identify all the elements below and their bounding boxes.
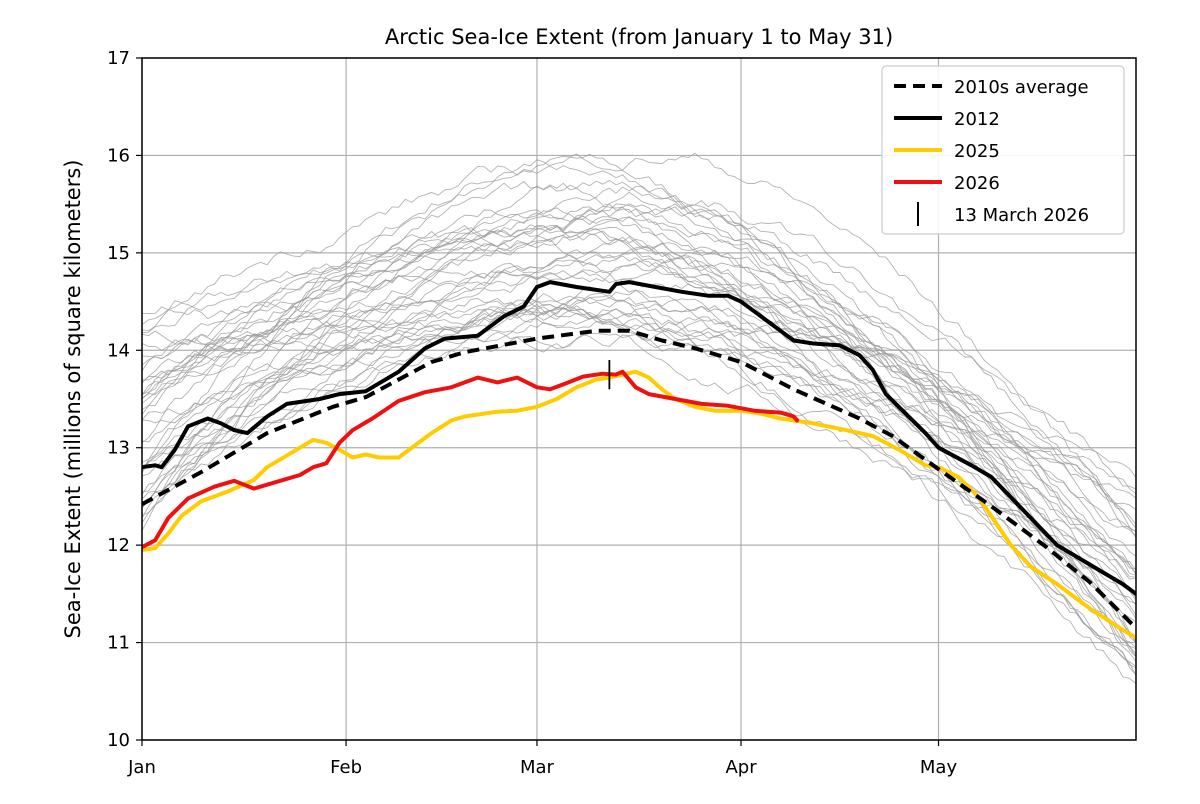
historical-year-line: [142, 238, 1136, 499]
y-tick-label: 16: [107, 145, 130, 166]
axes: 10 11 12 13 14 15 16 17 Jan Feb Mar Apr May: [107, 48, 957, 778]
historical-year-line: [142, 207, 1136, 601]
historical-year-line: [142, 244, 1136, 539]
y-tick-label: 14: [107, 340, 130, 361]
historical-year-line: [142, 290, 1136, 604]
series-line-2026: [142, 369, 799, 550]
historical-year-line: [142, 269, 1136, 504]
legend-label: 2012: [954, 109, 1000, 130]
y-tick-label: 17: [107, 48, 130, 69]
historical-year-line: [142, 332, 1136, 619]
historical-year-line: [142, 256, 1136, 655]
historical-year-line: [142, 215, 1136, 574]
historical-year-line: [142, 224, 1136, 557]
historical-year-line: [142, 180, 1136, 658]
series-line-2012: [142, 280, 1136, 596]
x-tick-label: Mar: [520, 757, 555, 778]
y-tick-label: 12: [107, 535, 130, 556]
legend-label: 2010s average: [954, 77, 1089, 98]
x-tick-label: Feb: [330, 757, 362, 778]
y-tick-label: 11: [107, 633, 130, 654]
legend: 2010s average 2012 2025 2026 13 March 2026: [881, 65, 1125, 235]
legend-box: [881, 65, 1125, 235]
historical-year-line: [142, 296, 1136, 570]
historical-year-line: [142, 315, 1136, 657]
y-tick-label: 15: [107, 243, 130, 264]
series-line-2010s-average: [142, 328, 1136, 630]
x-tick-label: Jan: [127, 757, 156, 778]
historical-year-line: [142, 242, 1136, 575]
historical-year-line: [142, 318, 1136, 580]
historical-year-line: [142, 327, 1136, 532]
historical-year-line: [142, 307, 1136, 578]
historical-year-line: [142, 217, 1136, 616]
x-tick-label: Apr: [725, 757, 757, 778]
historical-year-line: [142, 203, 1136, 576]
legend-label: 2025: [954, 141, 1000, 162]
legend-label: 2026: [954, 173, 1000, 194]
series-line-2025: [142, 369, 1136, 640]
historical-year-line: [142, 179, 1136, 531]
x-tick-label: May: [920, 757, 958, 778]
historical-year-line: [142, 269, 1136, 511]
historical-year-line: [142, 251, 1136, 525]
historical-year-line: [142, 185, 1136, 663]
historical-lines: [142, 152, 1136, 684]
historical-year-line: [142, 306, 1136, 684]
historical-year-line: [142, 152, 1136, 536]
historical-year-line: [142, 303, 1136, 669]
legend-label: 13 March 2026: [954, 205, 1089, 226]
y-tick-label: 10: [107, 730, 130, 751]
historical-year-line: [142, 203, 1136, 644]
y-axis-label: Sea-Ice Extent (millions of square kilom…: [61, 160, 85, 639]
historical-year-line: [142, 191, 1136, 533]
historical-year-line: [142, 159, 1136, 643]
series-lines: [142, 280, 1136, 640]
historical-year-line: [142, 301, 1136, 606]
y-tick-label: 13: [107, 438, 130, 459]
historical-year-line: [142, 236, 1136, 529]
chart-title: Arctic Sea-Ice Extent (from January 1 to…: [385, 25, 893, 49]
historical-year-line: [142, 228, 1136, 676]
plot-frame: [141, 57, 1137, 741]
